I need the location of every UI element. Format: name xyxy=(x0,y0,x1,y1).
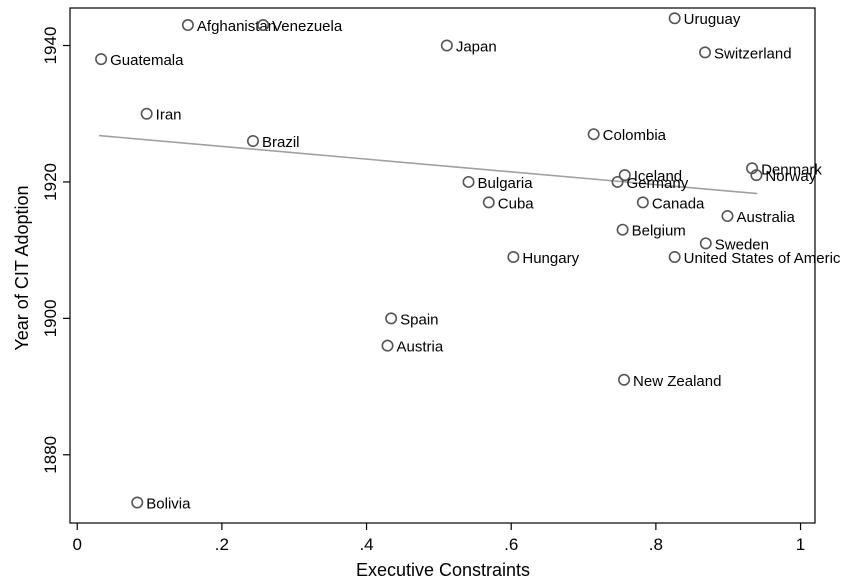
point-label: Australia xyxy=(736,209,795,226)
point-label: Canada xyxy=(652,195,705,212)
data-point: Japan xyxy=(440,39,497,56)
point-label: Uruguay xyxy=(684,11,741,28)
x-tick-label: 0 xyxy=(72,535,81,554)
point-label: Spain xyxy=(400,311,438,328)
point-marker xyxy=(636,196,649,209)
y-axis-ticks: 1880 1900 1920 1940 xyxy=(41,27,70,474)
data-point: Canada xyxy=(636,195,705,212)
plot-area xyxy=(69,7,816,524)
data-point: Iceland xyxy=(618,168,682,185)
point-marker xyxy=(721,210,734,223)
point-marker xyxy=(440,39,453,52)
data-point: Hungary xyxy=(507,250,580,267)
data-point: Australia xyxy=(721,209,795,226)
x-tick-label: .8 xyxy=(649,535,663,554)
point-label: New Zealand xyxy=(633,373,721,390)
point-marker xyxy=(587,128,600,141)
y-tick-label: 1880 xyxy=(41,436,60,474)
point-marker xyxy=(618,373,631,386)
point-marker xyxy=(482,196,495,209)
y-tick-label: 1940 xyxy=(41,27,60,65)
data-point: Bolivia xyxy=(131,496,191,513)
point-label: Switzerland xyxy=(714,45,792,62)
point-label: Bulgaria xyxy=(478,175,534,192)
point-label: Bolivia xyxy=(146,496,191,513)
point-marker xyxy=(95,53,108,66)
point-marker xyxy=(668,12,681,25)
point-label: Austria xyxy=(397,339,444,356)
point-label: Colombia xyxy=(603,127,667,144)
data-point: Norway xyxy=(750,168,817,185)
data-point: Austria xyxy=(381,339,444,356)
point-marker xyxy=(699,237,712,250)
point-label: Germany xyxy=(627,175,689,192)
point-label: Denmark xyxy=(761,161,822,178)
point-marker xyxy=(140,107,153,120)
data-point: Venezuela xyxy=(257,18,343,35)
point-marker xyxy=(246,135,259,148)
x-tick-label: 1 xyxy=(796,535,805,554)
data-point: Afghanistan xyxy=(181,18,276,35)
point-label: Japan xyxy=(456,39,497,56)
x-axis-ticks: 0 .2 .4 .6 .8 1 xyxy=(72,523,805,554)
point-marker xyxy=(181,19,194,32)
data-point: Uruguay xyxy=(668,11,741,28)
data-point: Colombia xyxy=(587,127,667,144)
point-marker xyxy=(381,339,394,352)
point-marker xyxy=(611,175,624,188)
point-label: Iceland xyxy=(634,168,682,185)
x-tick-label: .4 xyxy=(359,535,373,554)
point-label: Norway xyxy=(765,168,816,185)
point-marker xyxy=(750,169,763,182)
y-tick-label: 1920 xyxy=(41,163,60,201)
point-marker xyxy=(507,250,520,263)
point-marker xyxy=(131,496,144,509)
data-point: Belgium xyxy=(616,223,686,240)
data-point: Guatemala xyxy=(95,52,184,69)
data-point: Cuba xyxy=(482,195,535,212)
point-label: Belgium xyxy=(632,223,686,240)
data-point: Germany xyxy=(611,175,689,192)
point-label: Hungary xyxy=(522,250,579,267)
x-tick-label: .6 xyxy=(504,535,518,554)
x-axis-title: Executive Constraints xyxy=(356,560,530,580)
y-axis-title: Year of CIT Adoption xyxy=(12,185,32,350)
point-label: Brazil xyxy=(262,134,300,151)
point-label: Cuba xyxy=(498,195,535,212)
point-label: Guatemala xyxy=(110,52,184,69)
point-marker xyxy=(385,312,398,325)
plot-frame xyxy=(69,7,816,524)
point-label: Afghanistan xyxy=(197,18,276,35)
fit-line-layer xyxy=(98,134,758,195)
point-marker xyxy=(616,223,629,236)
data-point: Iran xyxy=(140,107,182,124)
point-marker xyxy=(699,46,712,59)
data-point: Brazil xyxy=(246,134,300,151)
point-marker xyxy=(668,250,681,263)
y-tick-label: 1900 xyxy=(41,299,60,337)
point-label: United States of America xyxy=(684,250,841,267)
point-label: Iran xyxy=(156,107,182,124)
point-marker xyxy=(462,175,475,188)
point-marker xyxy=(618,169,631,182)
data-point: Switzerland xyxy=(699,45,792,62)
data-point: Sweden xyxy=(699,236,769,253)
point-label: Sweden xyxy=(715,236,769,253)
point-label: Venezuela xyxy=(272,18,343,35)
x-tick-label: .2 xyxy=(215,535,229,554)
data-point: Bulgaria xyxy=(462,175,534,192)
data-point: Spain xyxy=(385,311,439,328)
fit-line xyxy=(98,134,758,195)
point-marker xyxy=(257,19,270,32)
data-point: United States of America xyxy=(668,250,841,267)
data-point: New Zealand xyxy=(618,373,721,390)
